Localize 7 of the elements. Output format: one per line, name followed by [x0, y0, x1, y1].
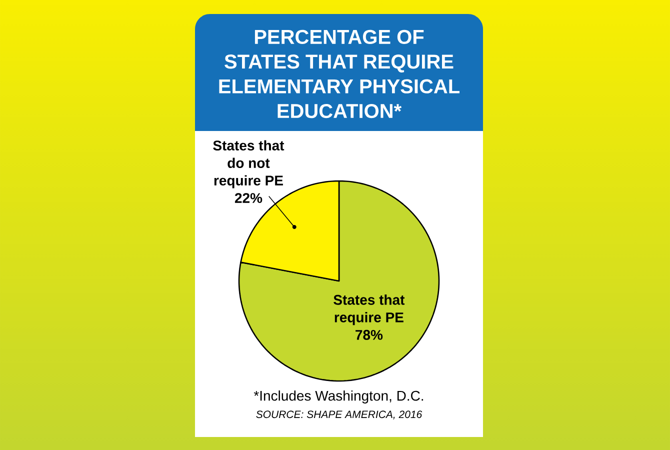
source-note: SOURCE: SHAPE AMERICA, 2016 [256, 410, 422, 420]
text: *Includes Washington, D.C. [254, 390, 424, 404]
data-label: 22% [234, 193, 262, 203]
slice-label: States that require PE [334, 294, 405, 326]
chart-title: PERCENTAGE OF STATES THAT REQUIRE ELEMENTARY PHYSICAL EDUCATION* [219, 30, 460, 118]
slice-label: States that do not require PE [213, 140, 284, 188]
data-label: 78% [356, 330, 383, 340]
